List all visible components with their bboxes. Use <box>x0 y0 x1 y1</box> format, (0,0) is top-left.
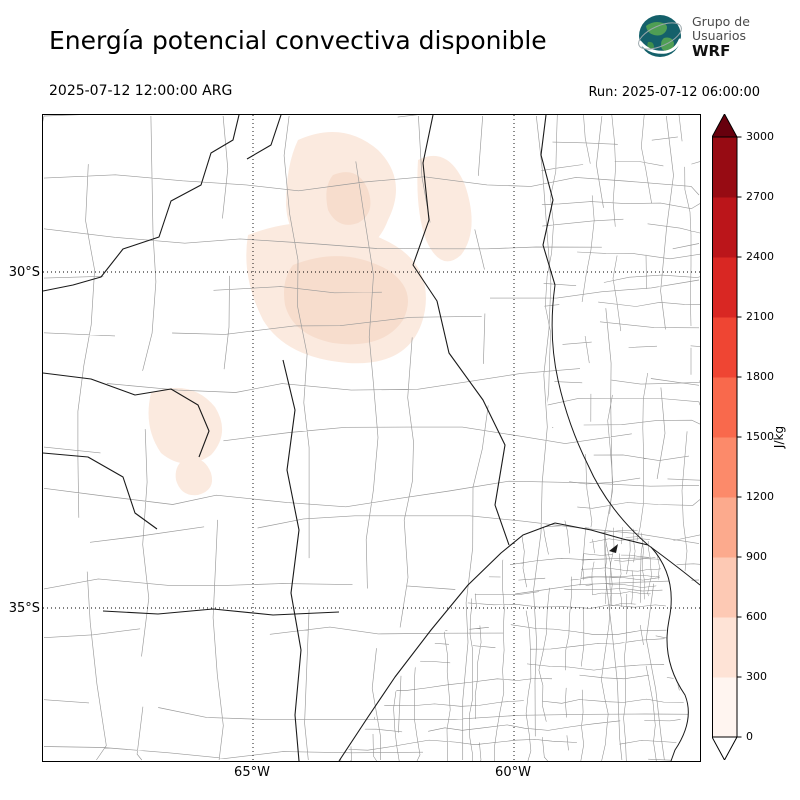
logo: Grupo de Usuarios WRF <box>636 12 750 60</box>
page-title: Energía potencial convectiva disponible <box>49 26 547 55</box>
colorbar-tick: 2400 <box>746 250 774 263</box>
globe-icon <box>638 15 682 57</box>
colorbar-tick: 3000 <box>746 130 774 143</box>
colorbar <box>712 114 742 760</box>
logo-text: Grupo de Usuarios WRF <box>692 13 750 60</box>
colorbar-tick: 300 <box>746 670 767 683</box>
lon-label-65w: 65°W <box>234 765 270 780</box>
lat-label-30s: 30°S <box>8 265 40 280</box>
lat-label-35s: 35°S <box>8 601 40 616</box>
logo-line-2: Usuarios <box>692 27 747 43</box>
valid-time-label: 2025-07-12 12:00:00 ARG <box>49 83 233 99</box>
run-time-label: Run: 2025-07-12 06:00:00 <box>588 85 760 100</box>
logo-wrf-label: WRF <box>692 41 731 60</box>
colorbar-tick: 1200 <box>746 490 774 503</box>
map-canvas <box>23 95 701 762</box>
colorbar-tick: 900 <box>746 550 767 563</box>
lon-label-60w: 60°W <box>495 765 531 780</box>
colorbar-tick: 1500 <box>746 430 774 443</box>
logo-line-1: Grupo de <box>692 13 750 29</box>
colorbar-tick: 2700 <box>746 190 774 203</box>
colorbar-unit-label: J/kg <box>772 425 787 449</box>
colorbar-tick: 600 <box>746 610 767 623</box>
map-frame <box>23 95 701 762</box>
colorbar-tick: 1800 <box>746 370 774 383</box>
colorbar-tick: 2100 <box>746 310 774 323</box>
colorbar-tick: 0 <box>746 730 753 743</box>
